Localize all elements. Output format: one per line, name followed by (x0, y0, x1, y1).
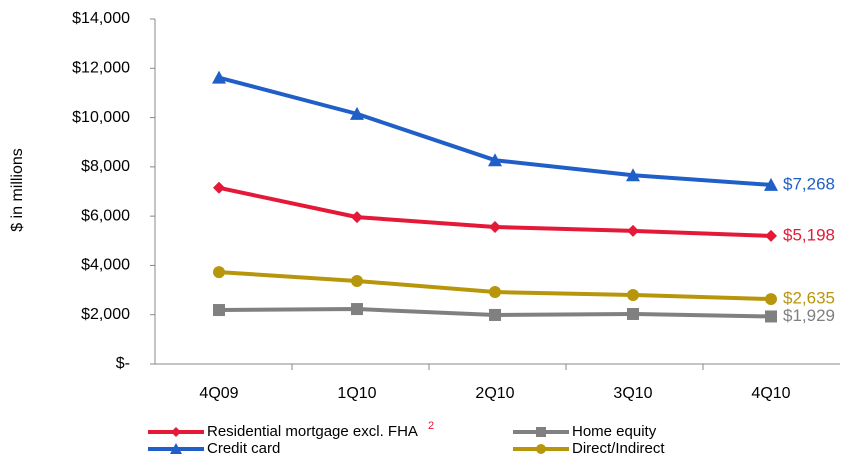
y-tick-label: $12,000 (72, 60, 130, 77)
y-tick-label: $2,000 (81, 306, 130, 323)
marker (171, 427, 181, 437)
y-tick-label: $4,000 (81, 257, 130, 274)
marker (765, 229, 777, 242)
marker (351, 211, 363, 224)
marker (350, 106, 364, 120)
legend-label: Credit card (207, 440, 280, 457)
marker (626, 168, 640, 182)
marker (170, 443, 182, 454)
marker (489, 308, 501, 321)
y-tick-label: $8,000 (81, 158, 130, 175)
x-tick-label: 4Q09 (199, 385, 238, 402)
marker (627, 307, 639, 320)
legend-note: 2 (428, 420, 434, 432)
marker (627, 289, 639, 301)
marker (488, 153, 502, 167)
value-label: $7,268 (783, 174, 835, 193)
value-label: $1,929 (783, 306, 835, 325)
series-line (218, 75, 772, 187)
marker (212, 70, 226, 84)
value-label: $2,635 (783, 289, 835, 308)
marker (536, 444, 546, 454)
y-tick-label: $- (116, 355, 130, 372)
marker (213, 266, 225, 279)
y-tick-label: $10,000 (72, 109, 130, 126)
marker (765, 293, 777, 306)
y-axis-label: $ in millions (9, 148, 26, 232)
x-tick-label: 2Q10 (475, 385, 514, 402)
value-label: $5,198 (783, 225, 835, 244)
marker (351, 274, 363, 287)
marker (627, 224, 639, 237)
legend-label: Home equity (572, 423, 657, 440)
x-tick-label: 4Q10 (751, 385, 790, 402)
marker (765, 310, 777, 323)
legend-label: Direct/Indirect (572, 440, 665, 457)
marker (489, 220, 501, 233)
legend-label: Residential mortgage excl. FHA (207, 423, 418, 440)
marker (764, 177, 778, 191)
marker (536, 427, 546, 437)
y-tick-label: $6,000 (81, 207, 130, 224)
x-tick-label: 1Q10 (337, 385, 376, 402)
marker (351, 303, 363, 316)
marker (489, 286, 501, 299)
marker (213, 304, 225, 317)
x-tick-label: 3Q10 (613, 385, 652, 402)
marker (213, 181, 225, 194)
y-tick-label: $14,000 (72, 10, 130, 27)
